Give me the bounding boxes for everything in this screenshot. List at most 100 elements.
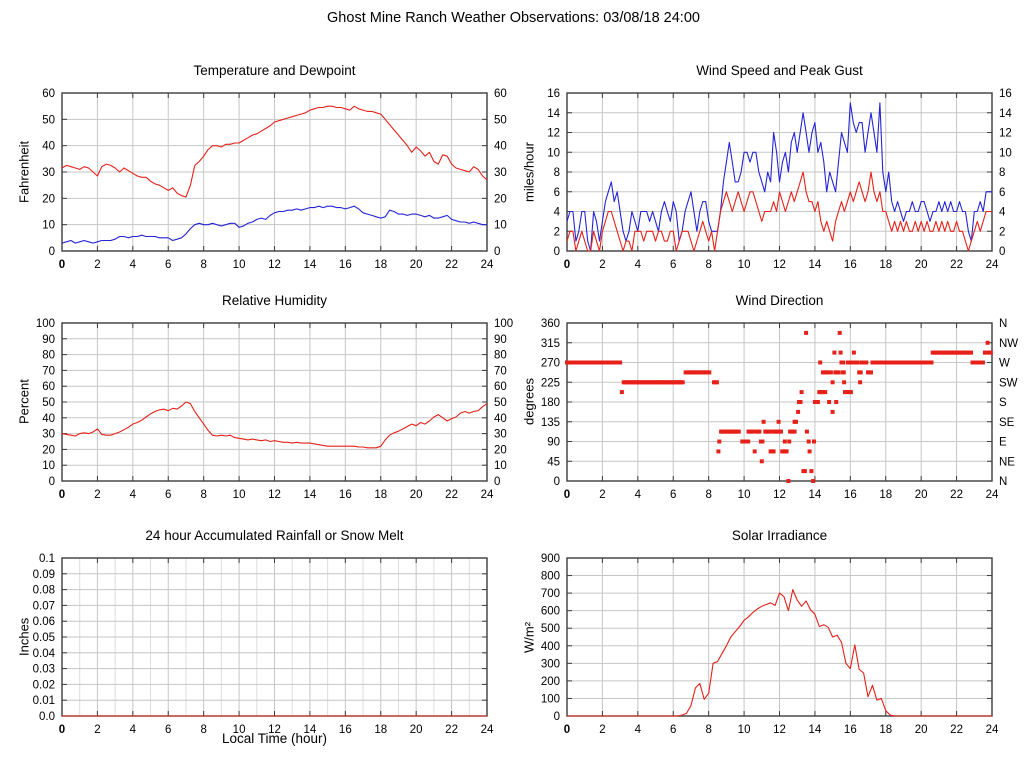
svg-text:20: 20 (915, 259, 928, 271)
svg-text:20: 20 (915, 489, 928, 501)
svg-text:0.07: 0.07 (33, 600, 55, 612)
svg-text:16: 16 (339, 259, 352, 271)
svg-text:50: 50 (42, 114, 55, 126)
svg-text:4: 4 (635, 489, 642, 501)
svg-text:14: 14 (809, 489, 822, 501)
svg-text:40: 40 (42, 141, 55, 153)
svg-text:14: 14 (304, 489, 317, 501)
svg-text:NW: NW (999, 338, 1018, 350)
svg-text:40: 40 (42, 413, 55, 425)
svg-text:0: 0 (494, 246, 500, 258)
chart-title: 24 hour Accumulated Rainfall or Snow Mel… (145, 528, 404, 543)
svg-text:0.08: 0.08 (33, 585, 55, 597)
svg-text:0.05: 0.05 (33, 632, 55, 644)
wind-speed-gust-plot: 0 2 4 6 8 10 12 14 16 18 20 22 240246810121416024681… (547, 88, 1012, 271)
svg-text:8: 8 (999, 167, 1005, 179)
svg-text:315: 315 (541, 338, 560, 350)
y-axis-label: Inches (16, 617, 32, 657)
svg-text:10: 10 (999, 147, 1012, 159)
chart-wind-direction: Wind Direction degrees 0 2 4 6 8 10 12 14 16 18 20… (505, 288, 1019, 528)
svg-text:50: 50 (42, 397, 55, 409)
svg-text:10: 10 (738, 724, 751, 736)
svg-text:22: 22 (445, 489, 458, 501)
svg-text:270: 270 (541, 358, 560, 370)
svg-text:8: 8 (200, 489, 206, 501)
svg-text:10: 10 (42, 460, 55, 472)
svg-text:0.06: 0.06 (33, 616, 55, 628)
svg-text:14: 14 (809, 724, 822, 736)
svg-text:20: 20 (915, 724, 928, 736)
svg-text:2: 2 (554, 226, 560, 238)
svg-text:2: 2 (999, 226, 1005, 238)
svg-text:12: 12 (773, 259, 786, 271)
svg-text:8: 8 (705, 259, 711, 271)
svg-text:6: 6 (165, 259, 171, 271)
svg-text:10: 10 (738, 489, 751, 501)
svg-text:6: 6 (165, 489, 171, 501)
svg-text:20: 20 (42, 193, 55, 205)
svg-text:10: 10 (547, 147, 560, 159)
svg-text:6: 6 (670, 489, 676, 501)
svg-text:4: 4 (999, 207, 1006, 219)
svg-text:SE: SE (999, 417, 1015, 429)
svg-text:200: 200 (541, 676, 560, 688)
svg-text:22: 22 (950, 489, 963, 501)
svg-text:4: 4 (635, 259, 642, 271)
svg-text:90: 90 (547, 437, 560, 449)
svg-text:0.1: 0.1 (39, 553, 55, 565)
svg-text:0: 0 (59, 489, 65, 501)
svg-text:16: 16 (844, 259, 857, 271)
svg-text:14: 14 (999, 108, 1012, 120)
svg-text:0: 0 (999, 246, 1005, 258)
svg-text:12: 12 (268, 259, 281, 271)
svg-text:4: 4 (635, 724, 642, 736)
svg-text:12: 12 (999, 128, 1012, 140)
svg-text:0: 0 (49, 246, 55, 258)
svg-text:10: 10 (233, 259, 246, 271)
svg-text:135: 135 (541, 417, 560, 429)
svg-text:22: 22 (445, 259, 458, 271)
y-axis-label: Fahrenheit (16, 140, 32, 204)
svg-text:24: 24 (986, 259, 999, 271)
solar-irradiance-plot: 0 2 4 6 8 10 12 14 16 18 20 22 240100200300400500600… (541, 553, 999, 736)
svg-text:800: 800 (541, 571, 560, 583)
svg-text:0.0: 0.0 (39, 711, 55, 723)
svg-text:18: 18 (374, 259, 387, 271)
svg-text:16: 16 (844, 489, 857, 501)
svg-text:6: 6 (999, 187, 1005, 199)
svg-text:180: 180 (541, 397, 560, 409)
chart-title: Solar Irradiance (731, 528, 828, 543)
svg-text:0: 0 (564, 724, 570, 736)
svg-text:2: 2 (599, 259, 605, 271)
svg-text:E: E (999, 437, 1007, 449)
svg-text:10: 10 (42, 220, 55, 232)
svg-text:16: 16 (547, 88, 560, 100)
svg-text:2: 2 (599, 489, 605, 501)
svg-text:12: 12 (547, 128, 560, 140)
svg-text:14: 14 (304, 259, 317, 271)
svg-text:0.04: 0.04 (33, 648, 56, 660)
svg-text:S: S (999, 397, 1007, 409)
chart-title: Wind Direction (735, 293, 824, 308)
svg-text:20: 20 (42, 444, 55, 456)
svg-text:6: 6 (554, 187, 560, 199)
svg-text:6: 6 (670, 724, 676, 736)
svg-text:100: 100 (36, 318, 55, 330)
svg-text:2: 2 (94, 259, 100, 271)
svg-text:24: 24 (986, 489, 999, 501)
svg-text:10: 10 (738, 259, 751, 271)
chart-title: Wind Speed and Peak Gust (696, 63, 863, 78)
wind-direction-plot: 0 2 4 6 8 10 12 14 16 18 20 22 240459013518022527031… (541, 318, 1018, 501)
svg-text:0: 0 (554, 711, 560, 723)
svg-text:900: 900 (541, 553, 560, 565)
svg-text:4: 4 (554, 207, 561, 219)
svg-text:22: 22 (950, 259, 963, 271)
rainfall-plot: 0 2 4 6 8 10 12 14 16 18 20 22 240.00.010.020.030.04… (33, 553, 494, 736)
svg-text:225: 225 (541, 377, 560, 389)
svg-text:4: 4 (130, 259, 137, 271)
temperature-dewpoint-plot: 0 2 4 6 8 10 12 14 16 18 20 22 240102030405060010203… (42, 88, 507, 271)
svg-text:90: 90 (42, 334, 55, 346)
